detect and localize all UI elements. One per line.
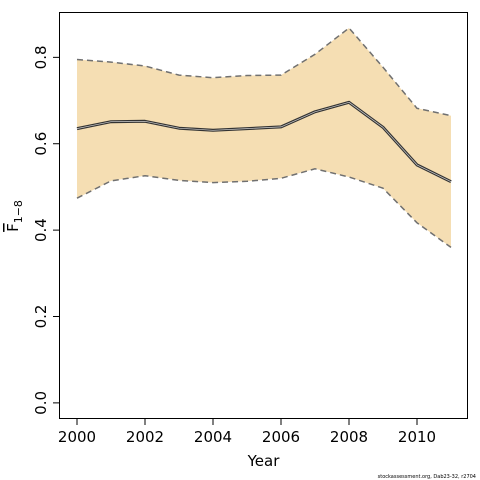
x-tick-label: 2004: [194, 428, 232, 446]
y-tick-label-group: 0.6: [32, 132, 50, 156]
x-tick-label: 2000: [58, 428, 96, 446]
lower-bound-line: [76, 168, 452, 249]
x-tick-label: 2010: [398, 428, 436, 446]
estimate-line-inner: [76, 101, 452, 183]
plot-frame: [59, 12, 468, 419]
y-tick-label: 0.6: [32, 132, 50, 156]
y-tick-label-group: 0.8: [32, 45, 50, 69]
plot-area: [76, 26, 452, 249]
credit-text: stockassessment.org, Dab23-32, r2704: [378, 474, 476, 480]
y-tick-label-group: 0.4: [32, 218, 50, 242]
x-tick-label: 2002: [126, 428, 164, 446]
confidence-band: [77, 28, 451, 248]
x-axis: 2000 2002 2004 2006 2008 2010: [58, 418, 436, 446]
x-tick-label: 2008: [330, 428, 368, 446]
y-axis-title: F1−8: [4, 200, 25, 232]
y-tick-label: 0.0: [32, 391, 50, 415]
y-axis: 0.0 0.2 0.4 0.6 0.8: [32, 45, 60, 415]
y-tick-label: 0.8: [32, 45, 50, 69]
y-axis-title-main: F: [4, 223, 22, 232]
svg-text:F1−8: F1−8: [4, 200, 25, 232]
upper-bound-line: [76, 26, 452, 117]
y-tick-label: 0.4: [32, 218, 50, 242]
y-tick-label: 0.2: [32, 305, 50, 329]
x-axis-title: Year: [247, 452, 281, 470]
y-tick-label-group: 0.2: [32, 305, 50, 329]
y-tick-label-group: 0.0: [32, 391, 50, 415]
y-axis-title-subscript: 1−8: [12, 200, 25, 223]
x-tick-label: 2006: [262, 428, 300, 446]
